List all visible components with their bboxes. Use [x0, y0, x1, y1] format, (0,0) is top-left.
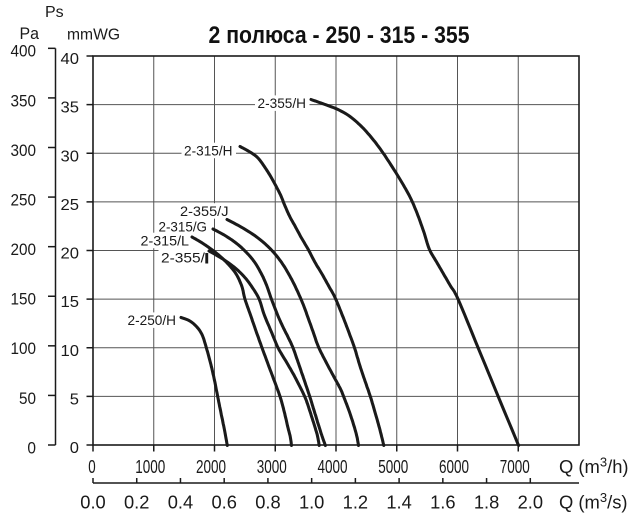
svg-text:0.2: 0.2	[124, 492, 149, 513]
svg-text:30: 30	[61, 148, 80, 165]
svg-text:1.8: 1.8	[474, 492, 499, 513]
svg-text:400: 400	[11, 43, 37, 61]
svg-text:Q (m3/s): Q (m3/s)	[559, 490, 628, 512]
svg-text:7000: 7000	[500, 457, 530, 477]
svg-text:2-250/H: 2-250/H	[128, 313, 177, 328]
svg-text:Q (m3/h): Q (m3/h)	[559, 455, 629, 477]
svg-text:250: 250	[11, 191, 37, 209]
svg-text:10: 10	[61, 343, 80, 360]
svg-text:2 полюса - 250 - 315 - 355: 2 полюса - 250 - 315 - 355	[209, 22, 470, 49]
svg-text:4000: 4000	[318, 457, 348, 477]
svg-text:2-355/H: 2-355/H	[258, 96, 307, 111]
svg-text:2-315/H: 2-315/H	[184, 143, 233, 158]
svg-text:25: 25	[61, 197, 80, 214]
svg-text:5: 5	[70, 391, 79, 408]
svg-text:50: 50	[19, 390, 36, 408]
svg-text:0: 0	[70, 440, 79, 457]
svg-text:0: 0	[27, 439, 36, 457]
svg-text:200: 200	[11, 241, 37, 259]
svg-text:Pa: Pa	[20, 25, 40, 43]
svg-text:40: 40	[61, 51, 80, 68]
svg-text:20: 20	[61, 246, 80, 263]
svg-text:2-315/G: 2-315/G	[159, 220, 208, 235]
svg-text:100: 100	[11, 340, 37, 358]
svg-text:300: 300	[11, 142, 37, 160]
svg-text:Ps: Ps	[45, 4, 64, 21]
svg-text:2-355/J: 2-355/J	[180, 204, 229, 219]
svg-text:mmWG: mmWG	[67, 27, 120, 44]
svg-text:2-355/: 2-355/	[161, 250, 205, 265]
svg-text:2000: 2000	[196, 457, 226, 477]
svg-text:1000: 1000	[135, 457, 165, 477]
svg-text:15: 15	[61, 294, 80, 311]
svg-text:1.2: 1.2	[343, 492, 368, 513]
svg-text:2-315/L: 2-315/L	[141, 233, 190, 248]
svg-text:0.8: 0.8	[255, 492, 280, 513]
svg-text:2.0: 2.0	[518, 492, 543, 513]
svg-text:350: 350	[11, 92, 37, 110]
svg-text:0: 0	[88, 457, 95, 477]
svg-text:5000: 5000	[378, 457, 408, 477]
svg-text:3000: 3000	[257, 457, 287, 477]
svg-text:35: 35	[61, 100, 80, 117]
svg-text:1.0: 1.0	[299, 492, 324, 513]
svg-text:0.4: 0.4	[168, 492, 193, 513]
svg-text:0.0: 0.0	[80, 492, 105, 513]
svg-text:6000: 6000	[439, 457, 469, 477]
svg-text:1.4: 1.4	[386, 492, 411, 513]
svg-text:1.6: 1.6	[430, 492, 455, 513]
svg-text:0.6: 0.6	[211, 492, 236, 513]
svg-text:150: 150	[11, 291, 37, 309]
